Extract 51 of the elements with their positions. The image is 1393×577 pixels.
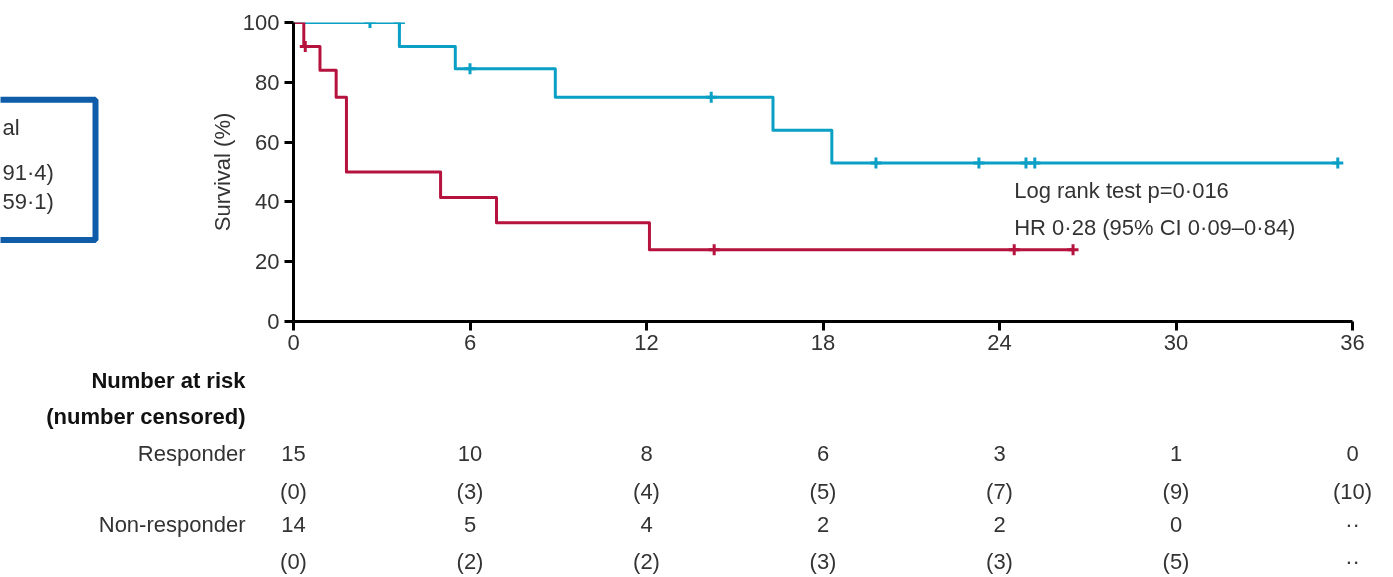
text: 6 xyxy=(816,441,830,466)
text: 15 xyxy=(281,441,306,466)
text: (3) xyxy=(986,549,1013,574)
x-tick-label: 24 xyxy=(987,329,1012,355)
text: 2 xyxy=(993,512,1006,537)
text: 8 xyxy=(640,441,653,466)
text: (0) xyxy=(280,479,307,504)
y-axis-title: Survival (%) xyxy=(209,112,235,232)
text: 10 xyxy=(457,441,483,466)
x-tick-label: 6 xyxy=(463,329,477,355)
text: ·· xyxy=(1345,512,1360,537)
text: (number censored) xyxy=(46,404,246,429)
text: 91·4) xyxy=(2,159,54,185)
text: (2) xyxy=(456,549,484,574)
x-tick-label: 12 xyxy=(634,329,659,355)
y-tick-label: 80 xyxy=(255,69,280,95)
text: Responder xyxy=(137,441,246,466)
text: (5) xyxy=(1162,549,1190,574)
y-tick-label: 100 xyxy=(242,10,280,35)
text: 4 xyxy=(640,512,653,537)
annotation: HR 0·28 (95% CI 0·09–0·84) xyxy=(1014,215,1296,240)
text: Non-responder xyxy=(98,512,246,537)
text: 0 xyxy=(1346,441,1359,466)
text: (10) xyxy=(1332,479,1373,504)
y-tick-label: 0 xyxy=(267,309,280,334)
x-tick-label: 36 xyxy=(1340,329,1365,355)
y-tick-label: 60 xyxy=(255,129,280,155)
x-tick-label: 30 xyxy=(1163,329,1189,355)
x-tick-label: 0 xyxy=(287,329,300,355)
text: ·· xyxy=(1345,549,1360,574)
text: 2 xyxy=(816,512,830,537)
text: (5) xyxy=(809,479,837,504)
x-tick-label: 18 xyxy=(810,329,836,355)
text: 14 xyxy=(281,512,306,537)
text: (4) xyxy=(633,479,660,504)
text: 5 xyxy=(463,512,477,537)
text: 0 xyxy=(1169,512,1183,537)
y-tick-label: 20 xyxy=(255,249,280,275)
y-tick-label: 40 xyxy=(255,189,280,215)
text: (3) xyxy=(456,479,484,504)
text: 1 xyxy=(1169,441,1183,466)
text: (9) xyxy=(1162,479,1190,504)
text: Number at risk xyxy=(91,368,247,393)
text: (3) xyxy=(809,549,837,574)
text: al xyxy=(2,115,20,141)
text: (7) xyxy=(986,479,1013,504)
text: (0) xyxy=(280,549,307,574)
text: 3 xyxy=(993,441,1006,466)
text: (2) xyxy=(633,549,660,574)
text: 59·1) xyxy=(2,189,54,215)
annotation: Log rank test p=0·016 xyxy=(1014,178,1229,203)
